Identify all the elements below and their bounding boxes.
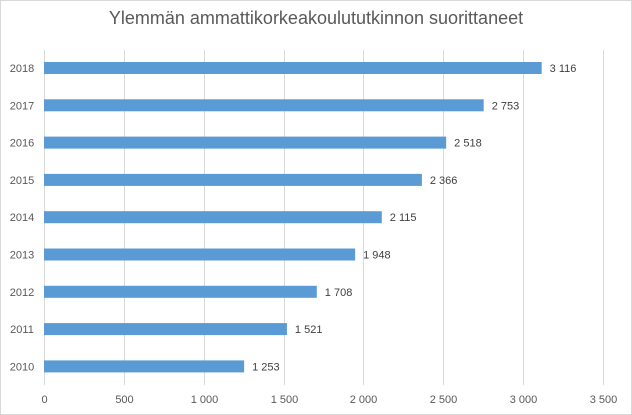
category-label: 2016 [10,138,34,150]
category-label: 2012 [10,287,34,299]
data-label: 2 115 [390,212,417,224]
data-label: 1 521 [295,324,323,336]
x-tick-label: 3 000 [510,394,538,406]
data-labels: 3 116 2 753 2 518 2 366 2 115 1 948 1 708 1 521… [252,63,576,373]
bar [44,360,245,373]
data-label: 2 753 [492,100,520,112]
category-label: 2014 [10,212,34,224]
bar [44,285,317,298]
data-label: 3 116 [550,63,577,75]
x-tick-label: 2 500 [430,394,458,406]
data-label: 1 708 [325,287,353,299]
bar [44,173,422,186]
x-tick-labels: 0 500 1 000 1 500 2 000 2 500 3 000 3 500 [41,394,617,406]
data-label: 2 366 [430,175,458,187]
x-tick-label: 1 000 [191,394,219,406]
bar [44,62,542,74]
bar [44,136,447,149]
data-label: 2 518 [454,138,482,150]
category-label: 2015 [10,175,34,187]
category-label: 2010 [10,361,34,373]
category-label: 2013 [10,250,34,262]
chart-title: Ylemmän ammattikorkeakoulututkinnon suor… [108,8,524,28]
category-labels: 2018 2017 2016 2015 2014 2013 2012 2011 2010 [10,63,34,373]
category-label: 2017 [10,100,34,112]
category-label: 2011 [10,324,34,336]
x-tick-label: 3 500 [590,394,618,406]
x-tick-label: 500 [115,394,133,406]
bar [44,211,382,224]
bars [44,62,542,373]
x-tick-label: 2 000 [350,394,378,406]
x-tick-label: 1 500 [271,394,299,406]
category-label: 2018 [10,63,34,75]
x-tick-label: 0 [41,394,47,406]
data-label: 1 948 [363,250,391,262]
bar [44,99,484,112]
bar [44,248,356,261]
data-label: 1 253 [252,361,280,373]
bar [44,323,287,336]
